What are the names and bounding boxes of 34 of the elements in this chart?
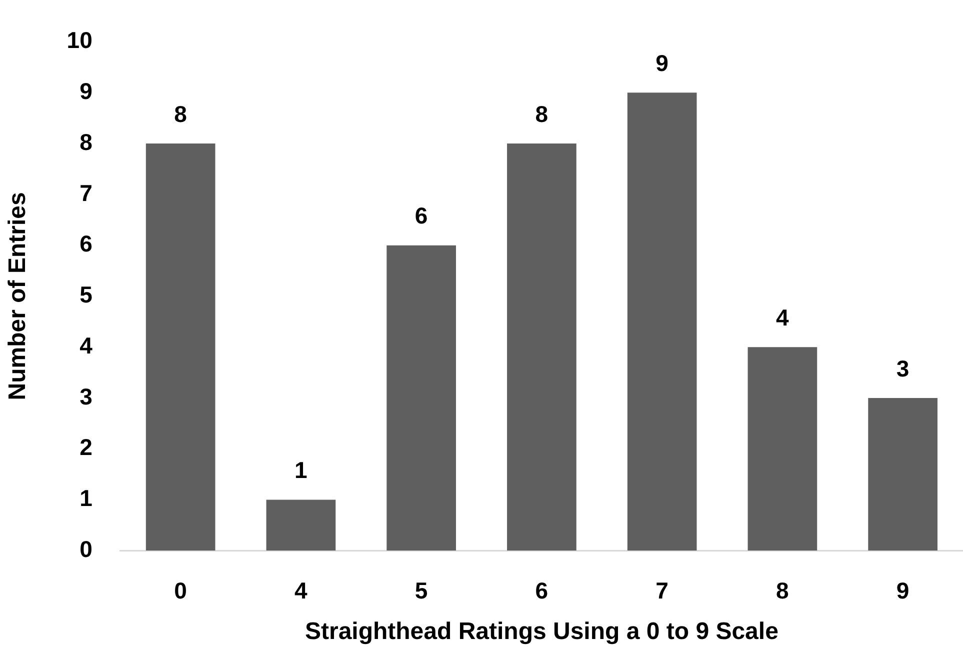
x-tick-label: 5 [414, 578, 428, 604]
x-tick-label: 4 [294, 578, 308, 604]
x-tick-label: 8 [776, 578, 790, 604]
bar [868, 398, 938, 551]
x-tick-label: 0 [174, 578, 187, 604]
y-tick-label: 7 [80, 180, 92, 206]
data-label: 4 [776, 304, 790, 330]
bar [386, 245, 456, 551]
bar [748, 347, 818, 551]
y-tick-label: 1 [80, 485, 93, 512]
data-label: 9 [656, 50, 668, 76]
y-tick-label: 3 [80, 383, 92, 410]
x-tick-label: 6 [535, 578, 548, 604]
data-label: 8 [174, 100, 188, 127]
y-axis-title: Number of Entries [4, 192, 32, 400]
bar [146, 144, 216, 551]
x-axis-title: Straighthead Ratings Using a 0 to 9 Scale [304, 618, 778, 646]
bar [507, 144, 576, 551]
bar [627, 92, 697, 551]
data-label: 6 [414, 202, 428, 229]
x-tick-label: 9 [896, 578, 910, 604]
data-label: 8 [535, 100, 548, 127]
bar [266, 500, 336, 551]
data-label: 1 [294, 457, 308, 484]
y-tick-label: 4 [80, 332, 93, 358]
x-tick-label: 7 [656, 578, 668, 604]
y-tick-label: 8 [80, 128, 93, 155]
y-tick-label: 5 [80, 282, 93, 308]
y-tick-label: 9 [80, 78, 92, 104]
y-tick-label: 10 [66, 27, 92, 54]
y-tick-label: 2 [80, 434, 92, 460]
y-tick-label: 6 [80, 230, 92, 257]
data-label: 3 [896, 355, 910, 382]
y-tick-label: 0 [80, 536, 92, 562]
